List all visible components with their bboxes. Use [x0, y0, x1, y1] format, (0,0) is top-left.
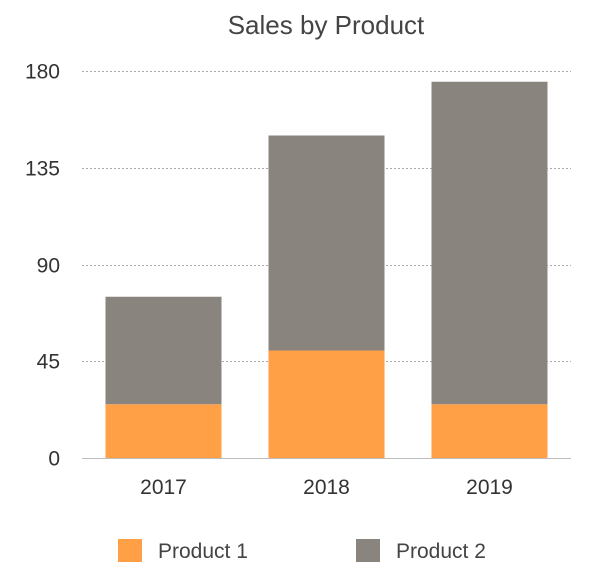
y-tick-label: 90	[37, 255, 60, 278]
y-tick-label: 0	[48, 448, 60, 471]
legend-label: Product 1	[158, 540, 248, 563]
y-axis-ticks: 0 45 90 135 180	[25, 61, 60, 471]
x-tick-label: 2018	[303, 476, 350, 499]
legend-swatch	[118, 539, 142, 562]
chart-title: Sales by Product	[228, 10, 425, 40]
x-axis-ticks: 2017 2018 2019	[140, 476, 513, 499]
legend-swatch	[356, 539, 380, 562]
bar-2017-series-2	[105, 296, 222, 405]
legend-item-series-1: Product 1	[118, 539, 248, 563]
legend-item-series-2: Product 2	[356, 539, 486, 563]
x-tick-label: 2019	[466, 476, 513, 499]
legend-label: Product 2	[396, 540, 486, 563]
bars	[105, 81, 548, 458]
y-tick-label: 45	[37, 351, 60, 374]
y-tick-label: 180	[25, 61, 60, 84]
bar-2018-series-1	[268, 350, 385, 458]
legend: Product 1 Product 2	[118, 539, 486, 563]
bar-2019-series-1	[431, 404, 548, 458]
bar-2019-series-2	[431, 81, 548, 405]
x-tick-label: 2017	[140, 476, 187, 499]
bar-2018-series-2	[268, 135, 385, 351]
bar-2017-series-1	[105, 404, 222, 458]
y-tick-label: 135	[25, 158, 60, 181]
